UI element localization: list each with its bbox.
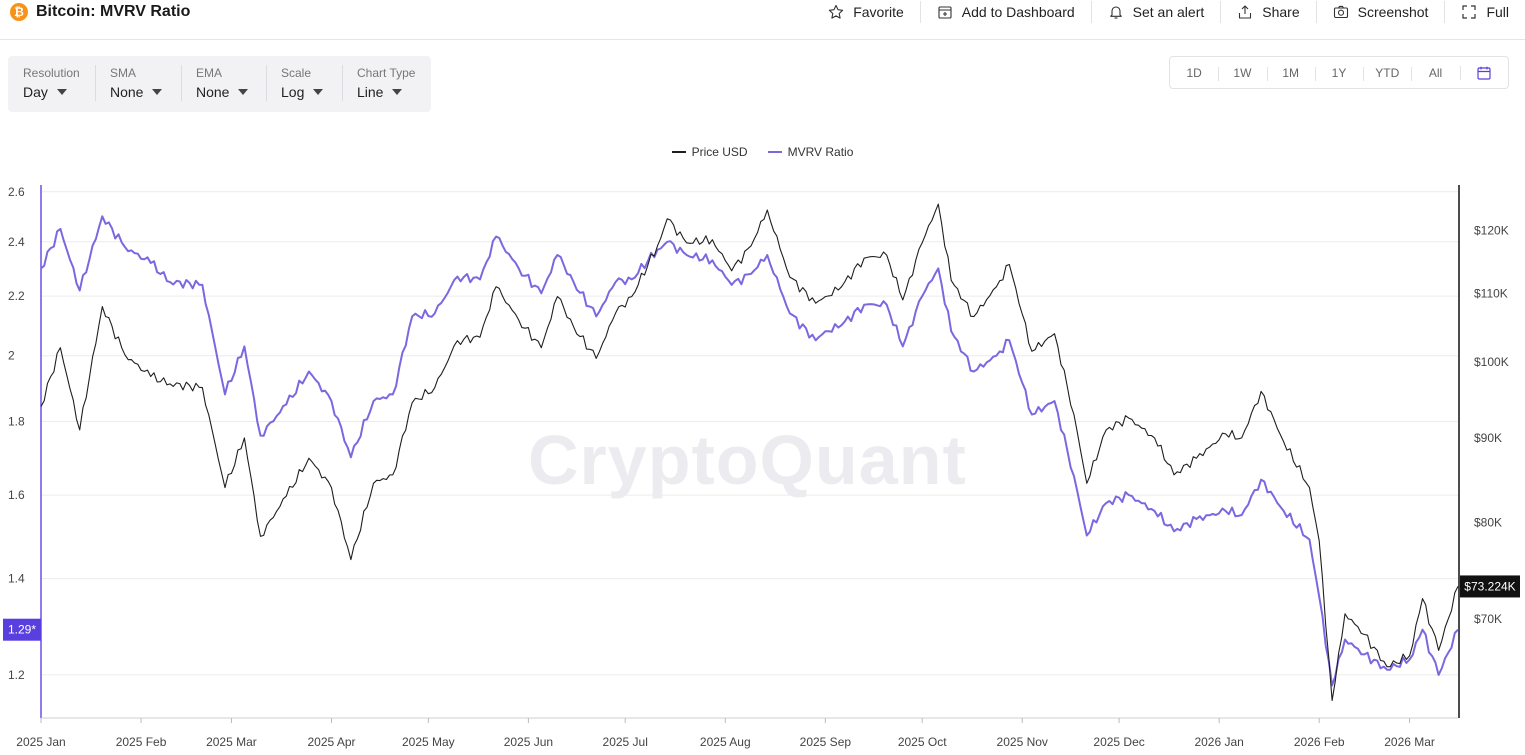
y-tick-label-right: $90K bbox=[1474, 431, 1502, 445]
x-tick-label: 2025 Jan bbox=[16, 735, 65, 749]
resolution-label: Resolution bbox=[23, 66, 80, 80]
page-title: Bitcoin: MVRV Ratio bbox=[36, 3, 191, 20]
watermark: CryptoQuant bbox=[528, 421, 967, 499]
chart-type-select[interactable]: Chart Type Line bbox=[342, 56, 431, 112]
star-icon bbox=[828, 4, 844, 20]
range-all-button[interactable]: All bbox=[1411, 66, 1459, 81]
y-tick-label-left: 2.2 bbox=[8, 289, 25, 303]
series-line-price-usd bbox=[40, 203, 1459, 702]
ema-select[interactable]: EMA None bbox=[181, 56, 266, 112]
resolution-value: Day bbox=[23, 84, 48, 100]
sma-value: None bbox=[110, 84, 144, 100]
range-1w-button[interactable]: 1W bbox=[1218, 66, 1266, 81]
bell-icon bbox=[1108, 4, 1124, 20]
range-1d-button[interactable]: 1D bbox=[1186, 65, 1202, 80]
caret-down-icon bbox=[313, 89, 324, 95]
y-tick-label-left: 2.4 bbox=[8, 235, 25, 249]
x-tick-label: 2025 Mar bbox=[206, 735, 257, 749]
y-tick-label-left: 1.4 bbox=[8, 572, 25, 586]
chart-legend: Price USD MVRV Ratio bbox=[0, 145, 1525, 159]
legend-item-mvrv[interactable]: MVRV Ratio bbox=[767, 145, 854, 159]
y-tick-label-left: 2 bbox=[8, 349, 15, 363]
x-tick-label: 2026 Feb bbox=[1294, 735, 1345, 749]
x-tick-label: 2025 Nov bbox=[997, 735, 1048, 749]
scale-value: Log bbox=[281, 84, 305, 100]
range-selector: 1D 1W 1M 1Y YTD All bbox=[1169, 56, 1509, 89]
screenshot-label: Screenshot bbox=[1357, 4, 1429, 20]
x-tick-label: 2025 Dec bbox=[1093, 735, 1144, 749]
scale-select[interactable]: Scale Log bbox=[266, 56, 342, 112]
scale-label: Scale bbox=[281, 66, 312, 80]
bitcoin-icon: ₿ bbox=[10, 3, 28, 21]
current-mvrv-label: 1.29* bbox=[8, 623, 36, 637]
y-tick-label-right: $100K bbox=[1474, 355, 1509, 369]
brand: ₿ Bitcoin: MVRV Ratio bbox=[10, 2, 190, 22]
share-label: Share bbox=[1262, 4, 1300, 20]
share-icon bbox=[1237, 4, 1253, 20]
x-tick-label: 2025 Sep bbox=[800, 735, 852, 749]
caret-down-icon bbox=[152, 89, 163, 95]
x-tick-label: 2025 Feb bbox=[116, 735, 167, 749]
action-toolbar: Favorite Add to Dashboard Set an alert S… bbox=[812, 0, 1525, 24]
set-alert-label: Set an alert bbox=[1132, 4, 1205, 20]
top-bar: ₿ Bitcoin: MVRV Ratio Favorite Add to Da… bbox=[0, 0, 1525, 40]
fullscreen-button[interactable]: Full bbox=[1444, 1, 1525, 23]
x-tick-label: 2025 Jul bbox=[603, 735, 648, 749]
y-tick-label-right: $120K bbox=[1474, 224, 1509, 238]
legend-label-mvrv: MVRV Ratio bbox=[787, 145, 854, 159]
y-tick-label-right: $70K bbox=[1474, 612, 1502, 626]
fullscreen-icon bbox=[1461, 4, 1477, 20]
favorite-label: Favorite bbox=[853, 4, 904, 20]
mvrv-chart[interactable]: 1.2 1.4 1.6 1.8 2 2.2 2.4 2.6 $70K $80K $90K $100K $… bbox=[0, 170, 1525, 755]
y-tick-label-left: 1.8 bbox=[8, 415, 25, 429]
x-tick-label: 2025 Oct bbox=[898, 735, 947, 749]
x-tick-label: 2025 Apr bbox=[307, 735, 355, 749]
add-to-dashboard-button[interactable]: Add to Dashboard bbox=[919, 1, 1091, 23]
y-tick-label-right: $110K bbox=[1474, 286, 1508, 300]
chart-type-value: Line bbox=[357, 84, 384, 100]
share-button[interactable]: Share bbox=[1220, 1, 1315, 23]
ema-value: None bbox=[196, 84, 230, 100]
range-ytd-button[interactable]: YTD bbox=[1363, 66, 1411, 81]
x-tick-label: 2026 Mar bbox=[1384, 735, 1435, 749]
range-1m-button[interactable]: 1M bbox=[1266, 66, 1315, 81]
chart-controls: Resolution Day SMA None EMA None Scale L… bbox=[8, 56, 431, 112]
series-line-mvrv-ratio bbox=[40, 215, 1459, 687]
legend-label-price: Price USD bbox=[691, 145, 748, 159]
y-tick-label-left: 1.2 bbox=[8, 668, 25, 682]
x-tick-label: 2026 Jan bbox=[1194, 735, 1243, 749]
favorite-button[interactable]: Favorite bbox=[812, 1, 920, 23]
caret-down-icon bbox=[238, 89, 249, 95]
chart-type-label: Chart Type bbox=[357, 66, 416, 80]
add-dashboard-icon bbox=[937, 4, 953, 20]
resolution-select[interactable]: Resolution Day bbox=[8, 56, 95, 112]
current-price-label: $73.224K bbox=[1464, 579, 1515, 593]
y-tick-label-left: 1.6 bbox=[8, 488, 25, 502]
y-tick-label-left: 2.6 bbox=[8, 185, 25, 199]
y-tick-label-right: $80K bbox=[1474, 516, 1502, 530]
x-tick-label: 2025 Jun bbox=[504, 735, 553, 749]
sma-label: SMA bbox=[110, 66, 137, 80]
current-price-tag bbox=[1460, 575, 1520, 598]
legend-swatch-price bbox=[671, 151, 686, 153]
camera-icon bbox=[1333, 4, 1349, 20]
caret-down-icon bbox=[56, 89, 67, 95]
range-1y-button[interactable]: 1Y bbox=[1314, 66, 1363, 81]
ema-label: EMA bbox=[196, 66, 223, 80]
x-tick-label: 2025 Aug bbox=[700, 735, 751, 749]
fullscreen-label: Full bbox=[1486, 4, 1509, 20]
current-mvrv-tag bbox=[3, 618, 41, 641]
date-picker-button[interactable] bbox=[1459, 65, 1508, 81]
set-alert-button[interactable]: Set an alert bbox=[1090, 1, 1221, 23]
calendar-icon bbox=[1476, 65, 1492, 80]
x-tick-label: 2025 May bbox=[402, 735, 455, 749]
screenshot-button[interactable]: Screenshot bbox=[1315, 1, 1445, 23]
add-to-dashboard-label: Add to Dashboard bbox=[961, 4, 1075, 20]
legend-item-price[interactable]: Price USD bbox=[671, 145, 748, 159]
sma-select[interactable]: SMA None bbox=[95, 56, 181, 112]
legend-swatch-mvrv bbox=[767, 151, 782, 153]
caret-down-icon bbox=[392, 89, 403, 95]
